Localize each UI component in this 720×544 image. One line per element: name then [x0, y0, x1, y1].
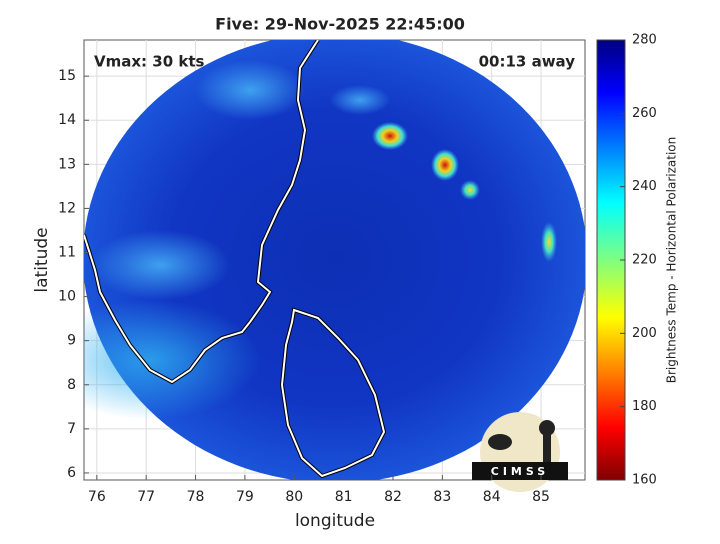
logo-bar — [472, 462, 568, 480]
colorbar-tick-label: 200 — [632, 326, 657, 341]
region — [84, 300, 260, 420]
coastline — [84, 40, 319, 384]
x-tick-label: 79 — [236, 489, 254, 505]
x-tick-label: 80 — [285, 489, 303, 505]
y-tick-label: 13 — [58, 156, 76, 172]
annotation: 00:13 away — [479, 53, 576, 71]
x-tick-label: 84 — [483, 489, 501, 505]
y-axis-label: latitude — [32, 227, 52, 292]
logo-text: CIMSS — [491, 465, 549, 478]
region — [90, 230, 230, 300]
y-tick-label: 11 — [58, 245, 76, 261]
region — [541, 222, 557, 262]
colorbar-tick-label: 280 — [632, 33, 657, 48]
y-tick-label: 15 — [58, 68, 76, 84]
y-tick-label: 14 — [58, 112, 76, 128]
x-tick-label: 77 — [137, 489, 155, 505]
colorbar-tick-label: 180 — [632, 399, 657, 414]
logo-tank — [539, 420, 555, 436]
colorbar-tick-label: 240 — [632, 179, 657, 194]
coastline — [280, 308, 386, 478]
colorbar-tick-label: 260 — [632, 106, 657, 121]
colorbar-tick-label: 220 — [632, 253, 657, 268]
x-tick-label: 85 — [532, 489, 550, 505]
y-tick-label: 6 — [67, 465, 76, 481]
logo-dish — [488, 434, 512, 450]
x-tick-label: 81 — [335, 489, 353, 505]
y-tick-label: 12 — [58, 200, 76, 216]
y-tick-label: 10 — [58, 289, 76, 305]
satellite-image — [84, 40, 585, 480]
region — [372, 122, 408, 150]
x-tick-label: 82 — [384, 489, 402, 505]
colorbar-label: Brightness Temp - Horizontal Polarizatio… — [665, 137, 679, 384]
x-axis-label: longitude — [295, 511, 375, 531]
x-tick-label: 76 — [88, 489, 106, 505]
x-tick-label: 78 — [187, 489, 205, 505]
y-tick-label: 7 — [67, 421, 76, 437]
region — [330, 85, 390, 115]
chart-title: Five: 29-Nov-2025 22:45:00 — [215, 15, 465, 34]
y-tick-label: 8 — [67, 377, 76, 393]
region — [431, 149, 459, 181]
x-tick-label: 83 — [433, 489, 451, 505]
region — [460, 180, 480, 200]
annotation: Vmax: 30 kts — [94, 53, 204, 71]
logo: CIMSS — [472, 412, 568, 492]
colorbar-tick-label: 160 — [632, 473, 657, 488]
y-tick-label: 9 — [67, 333, 76, 349]
region — [195, 60, 305, 120]
logo-tower — [543, 430, 551, 462]
